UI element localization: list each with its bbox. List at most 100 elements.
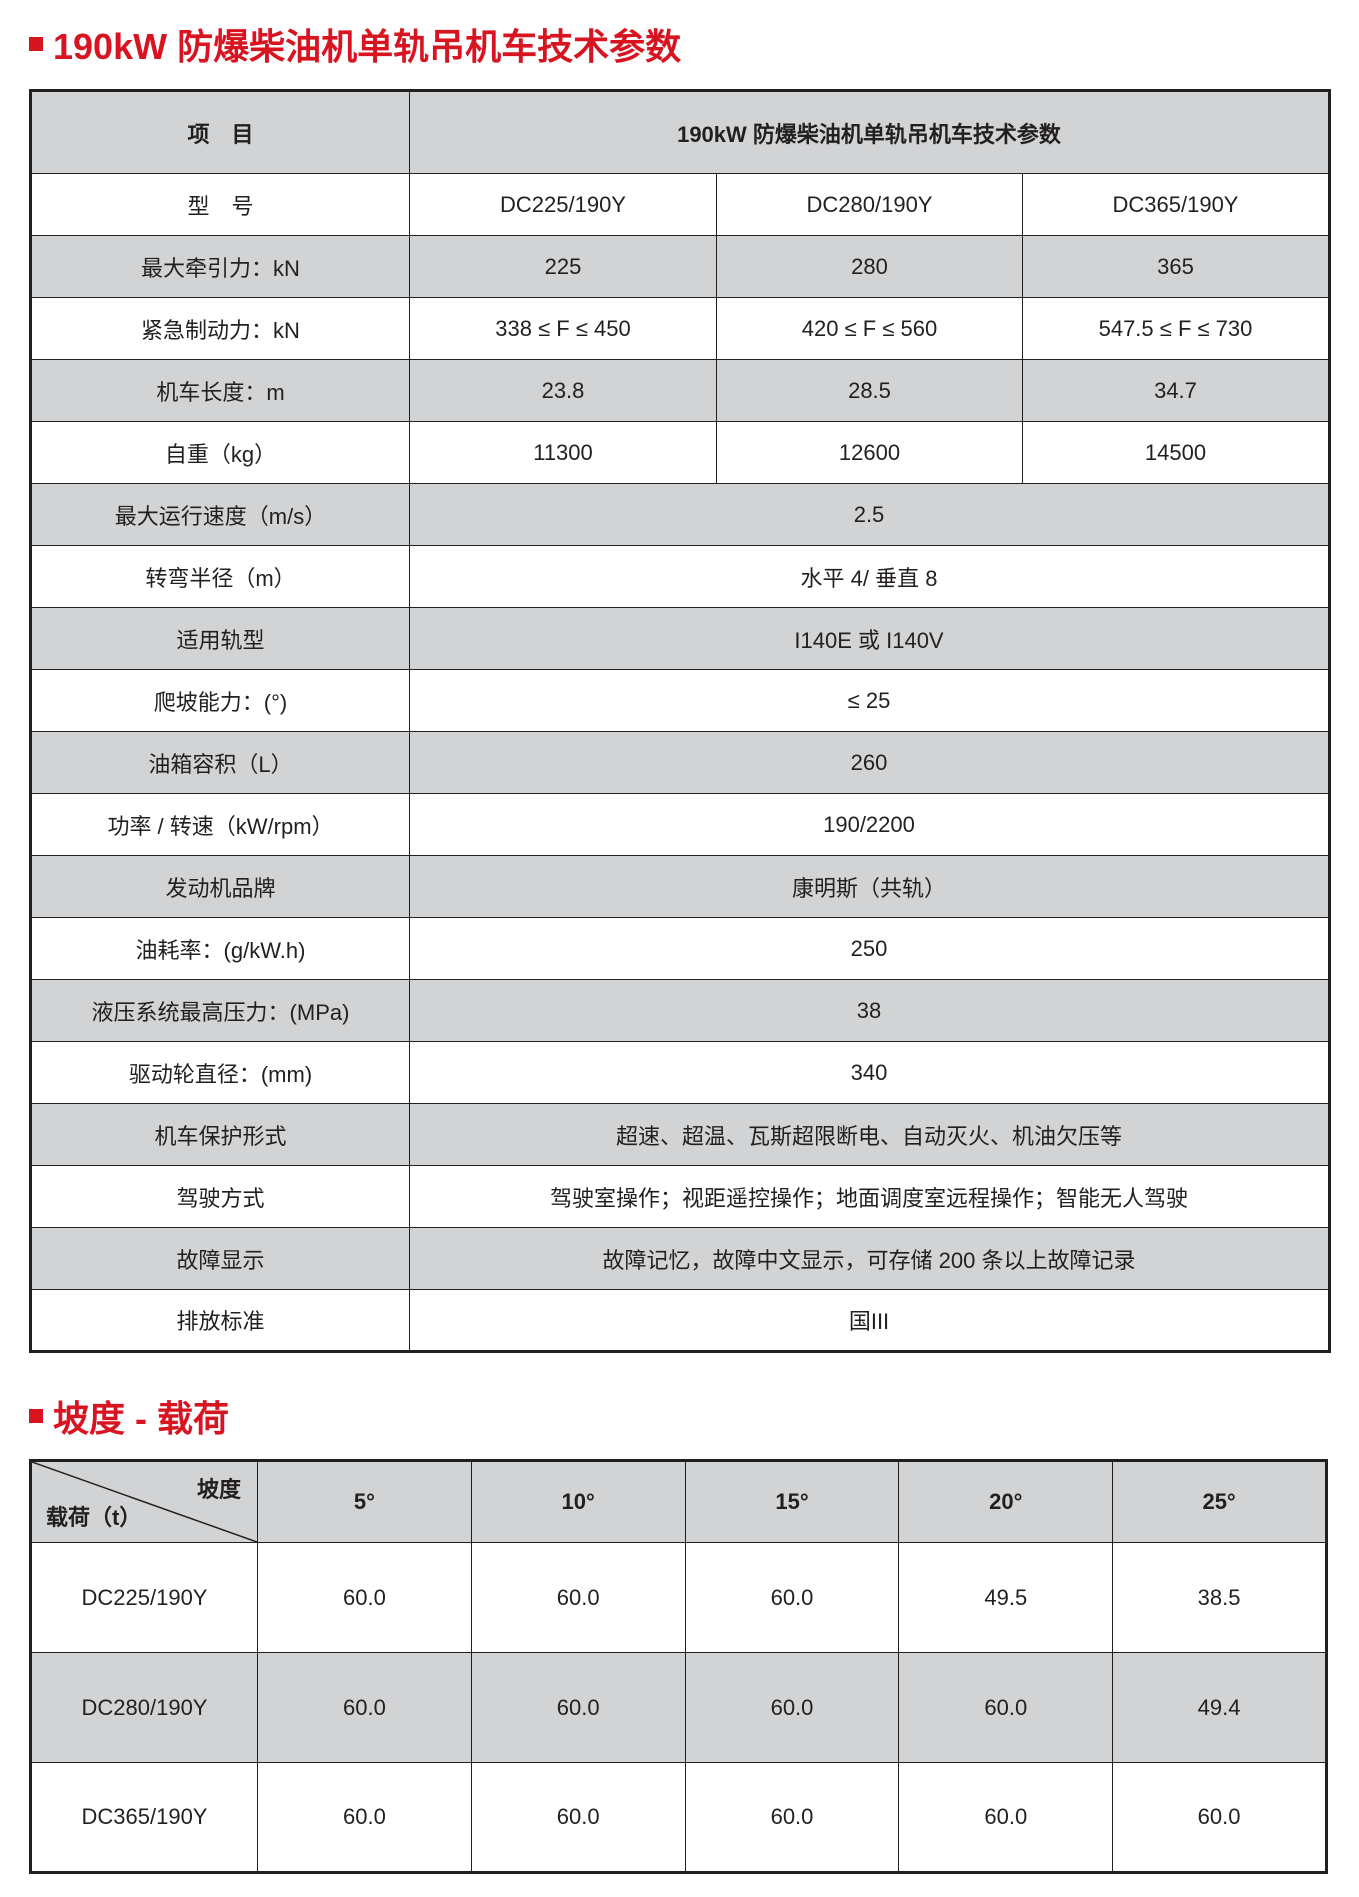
table-row: 机车保护形式 超速、超温、瓦斯超限断电、自动灭火、机油欠压等 [30,1103,1330,1166]
grade-header: 15° [684,1460,900,1543]
load-value: 60.0 [898,1652,1114,1763]
row-value: DC280/190Y [716,173,1023,236]
row-label: 适用轨型 [30,607,410,670]
grade-header: 5° [257,1460,472,1543]
row-value: 280 [716,235,1023,298]
row-value: DC225/190Y [409,173,717,236]
row-label: 驱动轮直径：(mm) [30,1041,410,1104]
corner-load-label: 载荷（t） [46,1505,142,1530]
row-value: 34.7 [1022,359,1330,422]
corner-grade-label: 坡度 [196,1477,241,1502]
bullet-square-icon [29,1409,43,1423]
load-value: 60.0 [257,1762,472,1873]
row-label: 液压系统最高压力：(MPa) [30,979,410,1042]
load-value: 60.0 [898,1762,1114,1873]
row-label: 型 号 [30,173,410,236]
row-value: 38 [409,979,1330,1042]
row-value: 故障记忆，故障中文显示，可存储 200 条以上故障记录 [409,1227,1330,1290]
row-label: 机车长度：m [30,359,410,422]
table-row: 油耗率：(g/kW.h) 250 [30,917,1330,980]
row-value: ≤ 25 [409,669,1330,732]
row-label: 机车保护形式 [30,1103,410,1166]
table-row: 自重（kg） 11300 12600 14500 [30,421,1330,484]
row-label: 故障显示 [30,1227,410,1290]
row-label: 功率 / 转速（kW/rpm） [30,793,410,856]
table-row: DC365/190Y 60.0 60.0 60.0 60.0 60.0 [30,1762,1327,1873]
table-header-row: 坡度载荷（t） 5° 10° 15° 20° 25° [30,1460,1327,1543]
row-value: 340 [409,1041,1330,1104]
table-row: 油箱容积（L） 260 [30,731,1330,794]
row-value: 225 [409,235,717,298]
load-value: 60.0 [684,1652,900,1763]
row-value: 11300 [409,421,717,484]
section-title-grade-load: 坡度 - 载荷 [29,1390,229,1442]
row-label: 爬坡能力：(°) [30,669,410,732]
row-value: 338 ≤ F ≤ 450 [409,297,717,360]
load-value: 60.0 [257,1542,472,1653]
row-value: 2.5 [409,483,1330,546]
bullet-square-icon [29,37,43,51]
specs-table: 项 目 190kW 防爆柴油机单轨吊机车技术参数型 号 DC225/190Y DC28… [29,89,1331,1353]
row-model: DC225/190Y [30,1542,258,1653]
row-model: DC365/190Y [30,1762,258,1873]
table-row: 机车长度：m 23.8 28.5 34.7 [30,359,1330,422]
load-value: 38.5 [1112,1542,1327,1653]
row-label: 排放标准 [30,1289,410,1352]
row-value: 250 [409,917,1330,980]
grade-header: 25° [1112,1460,1327,1543]
section-title-text: 190kW 防爆柴油机单轨吊机车技术参数 [53,26,682,67]
row-value: 365 [1022,235,1330,298]
row-value: I140E 或 I140V [409,607,1330,670]
table-row: 型 号 DC225/190Y DC280/190Y DC365/190Y [30,173,1330,236]
load-value: 60.0 [1112,1762,1327,1873]
load-value: 60.0 [684,1542,900,1653]
row-value: 420 ≤ F ≤ 560 [716,297,1023,360]
row-value: 驾驶室操作；视距遥控操作；地面调度室远程操作；智能无人驾驶 [409,1165,1330,1228]
load-value: 49.5 [898,1542,1114,1653]
load-value: 60.0 [470,1652,686,1763]
row-value: 190/2200 [409,793,1330,856]
diagonal-line [32,1462,257,1542]
table-row: 最大运行速度（m/s） 2.5 [30,483,1330,546]
header-params: 190kW 防爆柴油机单轨吊机车技术参数 [409,90,1330,174]
row-label: 最大运行速度（m/s） [30,483,410,546]
table-row: 爬坡能力：(°) ≤ 25 [30,669,1330,732]
table-row: DC280/190Y 60.0 60.0 60.0 60.0 49.4 [30,1652,1327,1763]
row-value: 12600 [716,421,1023,484]
table-row: 转弯半径（m） 水平 4/ 垂直 8 [30,545,1330,608]
header-item: 项 目 [30,90,410,174]
section-title-text: 坡度 - 载荷 [53,1398,229,1439]
table-row: 驱动轮直径：(mm) 340 [30,1041,1330,1104]
load-value: 60.0 [257,1652,472,1763]
table-row: 排放标准 国III [30,1289,1330,1352]
grade-header: 10° [470,1460,686,1543]
row-value: 260 [409,731,1330,794]
row-label: 发动机品牌 [30,855,410,918]
grade-header: 20° [898,1460,1114,1543]
load-value: 60.0 [470,1762,686,1873]
row-model: DC280/190Y [30,1652,258,1763]
table-row: DC225/190Y 60.0 60.0 60.0 49.5 38.5 [30,1542,1327,1653]
row-label: 油箱容积（L） [30,731,410,794]
row-value: 14500 [1022,421,1330,484]
load-value: 49.4 [1112,1652,1327,1763]
row-value: DC365/190Y [1022,173,1330,236]
table-row: 适用轨型 I140E 或 I140V [30,607,1330,670]
table-row: 功率 / 转速（kW/rpm） 190/2200 [30,793,1330,856]
row-value: 水平 4/ 垂直 8 [409,545,1330,608]
section-title-specs: 190kW 防爆柴油机单轨吊机车技术参数 [29,18,681,70]
row-value: 超速、超温、瓦斯超限断电、自动灭火、机油欠压等 [409,1103,1330,1166]
row-value: 国III [409,1289,1330,1352]
table-row: 发动机品牌 康明斯（共轨） [30,855,1330,918]
table-row: 故障显示 故障记忆，故障中文显示，可存储 200 条以上故障记录 [30,1227,1330,1290]
table-row: 液压系统最高压力：(MPa) 38 [30,979,1330,1042]
table-row: 最大牵引力：kN 225 280 365 [30,235,1330,298]
row-label: 紧急制动力：kN [30,297,410,360]
table-row: 驾驶方式 驾驶室操作；视距遥控操作；地面调度室远程操作；智能无人驾驶 [30,1165,1330,1228]
table-row: 紧急制动力：kN 338 ≤ F ≤ 450 420 ≤ F ≤ 560 547.5 … [30,297,1330,360]
row-label: 驾驶方式 [30,1165,410,1228]
grade-load-table: 坡度 载荷（t） 5° 10° 15° 20° 25° DC225/190Y 60.0 60.0 6… [29,1459,1328,1874]
row-label: 最大牵引力：kN [30,235,410,298]
row-label: 转弯半径（m） [30,545,410,608]
load-value: 60.0 [684,1762,900,1873]
